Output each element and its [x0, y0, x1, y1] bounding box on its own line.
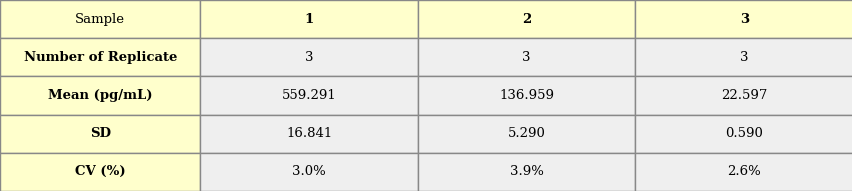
Bar [0, 38, 200, 76]
Bar [200, 115, 417, 153]
Text: Sample: Sample [75, 13, 125, 26]
Bar [635, 76, 852, 115]
Text: SD: SD [89, 127, 111, 140]
Text: 3.0%: 3.0% [292, 165, 325, 178]
Bar [200, 153, 417, 191]
Bar [0, 115, 200, 153]
Text: 1: 1 [304, 13, 314, 26]
Text: 22.597: 22.597 [720, 89, 767, 102]
Bar [417, 38, 635, 76]
Text: 0.590: 0.590 [724, 127, 763, 140]
Bar [0, 0, 200, 38]
Bar [0, 153, 200, 191]
Text: 3: 3 [739, 13, 748, 26]
Text: CV (%): CV (%) [75, 165, 125, 178]
Text: 5.290: 5.290 [507, 127, 545, 140]
Bar [635, 115, 852, 153]
Bar [635, 153, 852, 191]
Text: 16.841: 16.841 [285, 127, 332, 140]
Bar [417, 153, 635, 191]
Bar [417, 76, 635, 115]
Text: 3: 3 [522, 51, 530, 64]
Text: 3: 3 [740, 51, 747, 64]
Bar [200, 38, 417, 76]
Text: 136.959: 136.959 [498, 89, 554, 102]
Bar [635, 0, 852, 38]
Text: 3: 3 [305, 51, 313, 64]
Text: 559.291: 559.291 [281, 89, 337, 102]
Bar [417, 115, 635, 153]
Bar [200, 76, 417, 115]
Bar [417, 0, 635, 38]
Bar [200, 0, 417, 38]
Text: 3.9%: 3.9% [509, 165, 543, 178]
Text: 2: 2 [521, 13, 531, 26]
Text: Number of Replicate: Number of Replicate [24, 51, 176, 64]
Bar [635, 38, 852, 76]
Text: 2.6%: 2.6% [727, 165, 760, 178]
Text: Mean (pg/mL): Mean (pg/mL) [48, 89, 153, 102]
Bar [0, 76, 200, 115]
